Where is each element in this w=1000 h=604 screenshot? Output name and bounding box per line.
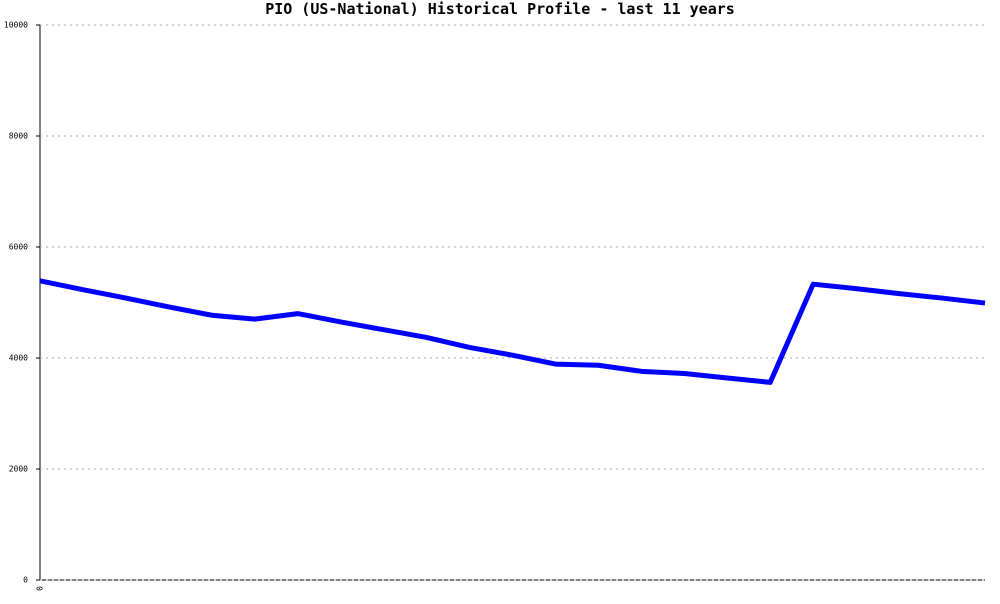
y-tick-label: 8000: [9, 132, 28, 141]
y-tick-label: 10000: [4, 21, 28, 30]
y-tick-label: 2000: [9, 465, 28, 474]
y-tick-label: 6000: [9, 243, 28, 252]
y-tick-label: 0: [23, 576, 28, 585]
data-line: [39, 278, 986, 385]
y-tick-label: 4000: [9, 354, 28, 363]
x-tick-label: 0: [36, 586, 45, 591]
chart-title: PIO (US-National) Historical Profile - l…: [265, 0, 735, 18]
